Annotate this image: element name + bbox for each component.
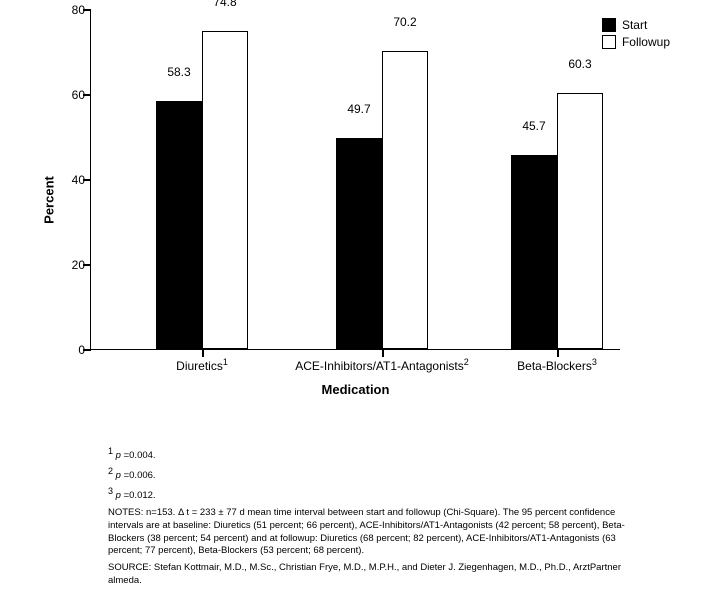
legend-swatch-start-icon [602, 18, 616, 32]
footnotes: 1 p =0.004. 2 p =0.006. 3 p =0.012. NOTE… [108, 445, 648, 588]
y-tick-label: 40 [55, 173, 85, 187]
footnote-p3: 3 p =0.012. [108, 485, 648, 503]
y-tick-label: 0 [55, 343, 85, 357]
bar-value-label: 58.3 [156, 65, 202, 83]
footnote-source: SOURCE: Stefan Kottmair, M.D., M.Sc., Ch… [108, 562, 648, 588]
x-tick [202, 349, 204, 357]
footnote-p2: 2 p =0.006. [108, 465, 648, 483]
legend-item-start: Start [602, 18, 670, 32]
footnote-p3-sup: 3 [108, 486, 113, 496]
bar-value-label: 45.7 [511, 119, 557, 137]
legend-label-start: Start [622, 18, 647, 32]
legend-swatch-followup-icon [602, 35, 616, 49]
bar-value-label: 49.7 [336, 102, 382, 120]
footnote-p1: 1 p =0.004. [108, 445, 648, 463]
x-category-label: ACE-Inhibitors/AT1-Antagonists2 [295, 357, 469, 373]
x-category-label: Beta-Blockers3 [517, 357, 597, 373]
bar-start [336, 138, 382, 349]
legend-item-followup: Followup [602, 35, 670, 49]
bar-value-label: 70.2 [382, 15, 428, 33]
y-tick-label: 60 [55, 88, 85, 102]
footnote-p2-sup: 2 [108, 466, 113, 476]
footnote-notes: NOTES: n=153. Δ t = 233 ± 77 d mean time… [108, 507, 648, 558]
chart-container: Percent Medication 02040608058.374.8Diur… [60, 10, 680, 390]
legend: Start Followup [602, 18, 670, 52]
x-tick [382, 349, 384, 357]
bar-value-label: 74.8 [202, 0, 248, 13]
bar-start [156, 101, 202, 349]
x-category-label: Diuretics1 [176, 357, 228, 373]
y-tick-label: 20 [55, 258, 85, 272]
legend-label-followup: Followup [622, 35, 670, 49]
x-axis-label: Medication [322, 382, 390, 397]
bar-followup [557, 93, 603, 349]
x-tick [557, 349, 559, 357]
y-tick-label: 80 [55, 3, 85, 17]
bar-value-label: 60.3 [557, 57, 603, 75]
footnote-p1-sup: 1 [108, 446, 113, 456]
bar-followup [202, 31, 248, 349]
plot-area: Medication 02040608058.374.8Diuretics149… [90, 10, 620, 350]
bar-followup [382, 51, 428, 349]
bar-start [511, 155, 557, 349]
